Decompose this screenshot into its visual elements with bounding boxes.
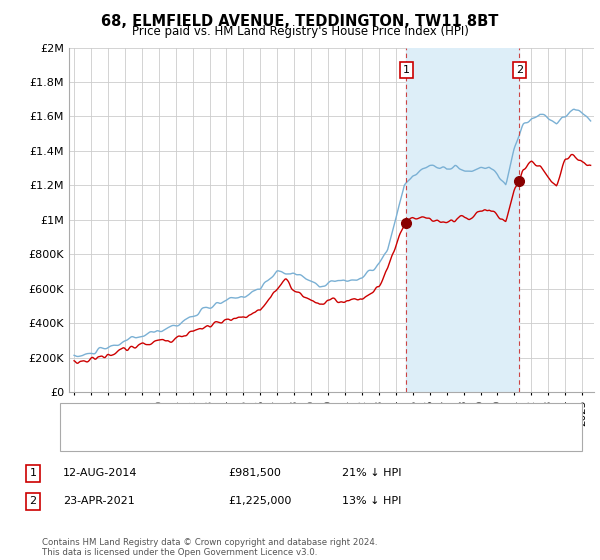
Text: 68, ELMFIELD AVENUE, TEDDINGTON, TW11 8BT (detached house): 68, ELMFIELD AVENUE, TEDDINGTON, TW11 8B…	[105, 411, 451, 421]
Text: 12-AUG-2014: 12-AUG-2014	[63, 468, 137, 478]
Text: 13% ↓ HPI: 13% ↓ HPI	[342, 496, 401, 506]
Text: Price paid vs. HM Land Registry's House Price Index (HPI): Price paid vs. HM Land Registry's House …	[131, 25, 469, 38]
Text: 2: 2	[516, 65, 523, 75]
Text: 1: 1	[403, 65, 410, 75]
Text: 1: 1	[29, 468, 37, 478]
Text: 23-APR-2021: 23-APR-2021	[63, 496, 135, 506]
Bar	[406, 48, 520, 392]
Text: HPI: Average price, detached house, Richmond upon Thames: HPI: Average price, detached house, Rich…	[105, 434, 424, 444]
Text: ─────: ─────	[69, 411, 98, 421]
Text: Contains HM Land Registry data © Crown copyright and database right 2024.
This d: Contains HM Land Registry data © Crown c…	[42, 538, 377, 557]
Text: 68, ELMFIELD AVENUE, TEDDINGTON, TW11 8BT: 68, ELMFIELD AVENUE, TEDDINGTON, TW11 8B…	[101, 14, 499, 29]
Text: £981,500: £981,500	[228, 468, 281, 478]
Text: 2: 2	[29, 496, 37, 506]
Text: £1,225,000: £1,225,000	[228, 496, 292, 506]
Text: ─────: ─────	[69, 434, 98, 444]
Text: 21% ↓ HPI: 21% ↓ HPI	[342, 468, 401, 478]
